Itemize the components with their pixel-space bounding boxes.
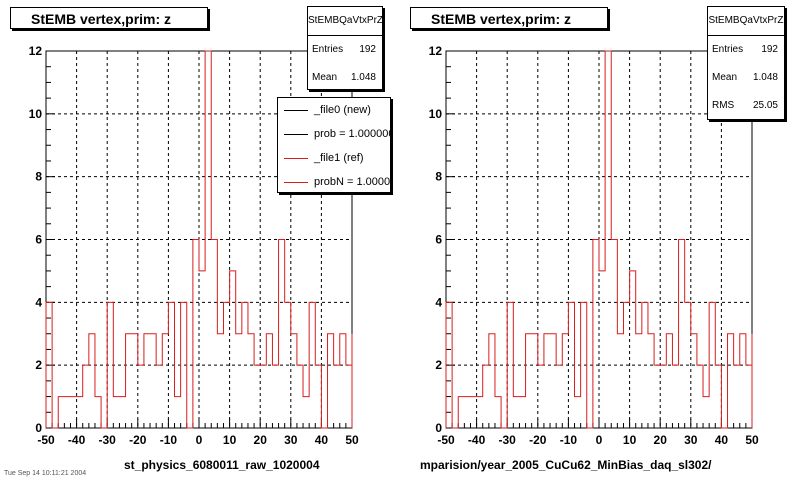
x-tick-label: -50 xyxy=(37,433,55,447)
x-tick-label: -50 xyxy=(437,433,455,447)
stats-value: 1.048 xyxy=(350,72,376,83)
stats-box: StEMBQaVtxPrZ Entries 192 Mean 1.048 RMS… xyxy=(707,6,785,120)
legend-line-red xyxy=(284,158,308,159)
x-tick-label: 0 xyxy=(196,433,203,447)
x-tick-label: -20 xyxy=(129,433,147,447)
x-tick-label: -30 xyxy=(499,433,517,447)
stats-value: 25.05 xyxy=(752,100,778,111)
y-tick-label: 8 xyxy=(35,170,42,184)
plot-title: StEMB vertex,prim: z xyxy=(10,7,208,29)
x-tick-label: -30 xyxy=(99,433,117,447)
y-tick-label: 4 xyxy=(435,295,442,309)
x-tick-label: 40 xyxy=(315,433,329,447)
stats-box: StEMBQaVtxPrZ Entries 192 Mean 1.048 xyxy=(307,6,383,90)
x-axis-title: mparision/year_2005_CuCu62_MinBias_daq_s… xyxy=(420,458,712,472)
legend-label: probN = 1.000000 xyxy=(314,176,391,188)
y-tick-label: 4 xyxy=(35,295,42,309)
x-tick-label: 50 xyxy=(745,433,759,447)
footer-stamp: Tue Sep 14 10:11:21 2004 xyxy=(4,470,87,477)
x-tick-label: 10 xyxy=(223,433,237,447)
legend-label: _file1 (ref) xyxy=(314,152,364,164)
y-tick-label: 8 xyxy=(435,170,442,184)
y-tick-label: 12 xyxy=(29,44,43,58)
x-tick-label: -20 xyxy=(529,433,547,447)
x-tick-label: 50 xyxy=(345,433,359,447)
y-tick-label: 2 xyxy=(35,358,42,372)
legend-line-black xyxy=(284,134,308,135)
x-tick-label: 30 xyxy=(684,433,698,447)
stats-value: 192 xyxy=(359,44,376,55)
stats-value: 1.048 xyxy=(752,72,778,83)
y-tick-label: 6 xyxy=(435,233,442,247)
stats-label: RMS xyxy=(712,100,735,111)
legend-entry-prob: prob = 1.000000 xyxy=(278,122,390,146)
legend-entry-ref: _file1 (ref) xyxy=(278,146,390,170)
stats-row-mean: Mean 1.048 xyxy=(708,64,784,92)
y-tick-label: 10 xyxy=(29,107,43,121)
legend-entry-new: _file0 (new) xyxy=(278,98,390,122)
plot-title: StEMB vertex,prim: z xyxy=(410,7,608,29)
x-tick-label: 0 xyxy=(596,433,603,447)
stats-row-entries: Entries 192 xyxy=(308,36,382,64)
stats-name: StEMBQaVtxPrZ xyxy=(708,7,784,36)
stats-label: Mean xyxy=(312,72,338,83)
histogram-plot-right: -50 -40 -30 -20 -10 0 10 20 30 40 50 0 2 4 6 8 10 12 xyxy=(429,44,759,447)
x-tick-label: 40 xyxy=(715,433,729,447)
histogram-series-ref xyxy=(445,50,753,429)
x-tick-label: 20 xyxy=(254,433,268,447)
stats-name: StEMBQaVtxPrZ xyxy=(308,7,383,36)
y-tick-label: 0 xyxy=(435,421,442,435)
legend-line-red xyxy=(284,182,308,183)
legend-line-black xyxy=(284,110,308,111)
legend-entry-probn: probN = 1.000000 xyxy=(278,170,391,192)
x-tick-label: 20 xyxy=(654,433,668,447)
histogram-series-ref xyxy=(45,50,353,429)
stats-row-entries: Entries 192 xyxy=(708,36,784,64)
x-tick-label: -10 xyxy=(560,433,578,447)
x-axis-title: st_physics_6080011_raw_1020004 xyxy=(124,458,320,472)
stats-label: Entries xyxy=(712,44,744,55)
x-tick-label: 10 xyxy=(623,433,637,447)
stats-row-mean: Mean 1.048 xyxy=(308,64,382,92)
stats-label: Mean xyxy=(712,72,738,83)
x-tick-label: -40 xyxy=(468,433,486,447)
left-panel: -50 -40 -30 -20 -10 0 10 20 30 40 50 0 2 4 6 8 10 12 StEM… xyxy=(10,6,391,472)
y-tick-label: 6 xyxy=(35,233,42,247)
stats-row-rms: RMS 25.05 xyxy=(708,92,784,120)
legend: _file0 (new) prob = 1.000000 _file1 (ref… xyxy=(277,97,391,193)
y-tick-label: 10 xyxy=(429,107,443,121)
y-tick-label: 0 xyxy=(35,421,42,435)
x-tick-label: 30 xyxy=(284,433,298,447)
legend-label: _file0 (new) xyxy=(314,104,371,116)
right-panel: -50 -40 -30 -20 -10 0 10 20 30 40 50 0 2 4 6 8 10 12 StEM… xyxy=(400,0,800,480)
y-tick-label: 12 xyxy=(429,44,443,58)
stats-value: 192 xyxy=(761,44,778,55)
stats-label: Entries xyxy=(312,44,344,55)
y-tick-label: 2 xyxy=(435,358,442,372)
x-tick-label: -40 xyxy=(68,433,86,447)
legend-label: prob = 1.000000 xyxy=(314,128,391,140)
x-tick-label: -10 xyxy=(160,433,178,447)
